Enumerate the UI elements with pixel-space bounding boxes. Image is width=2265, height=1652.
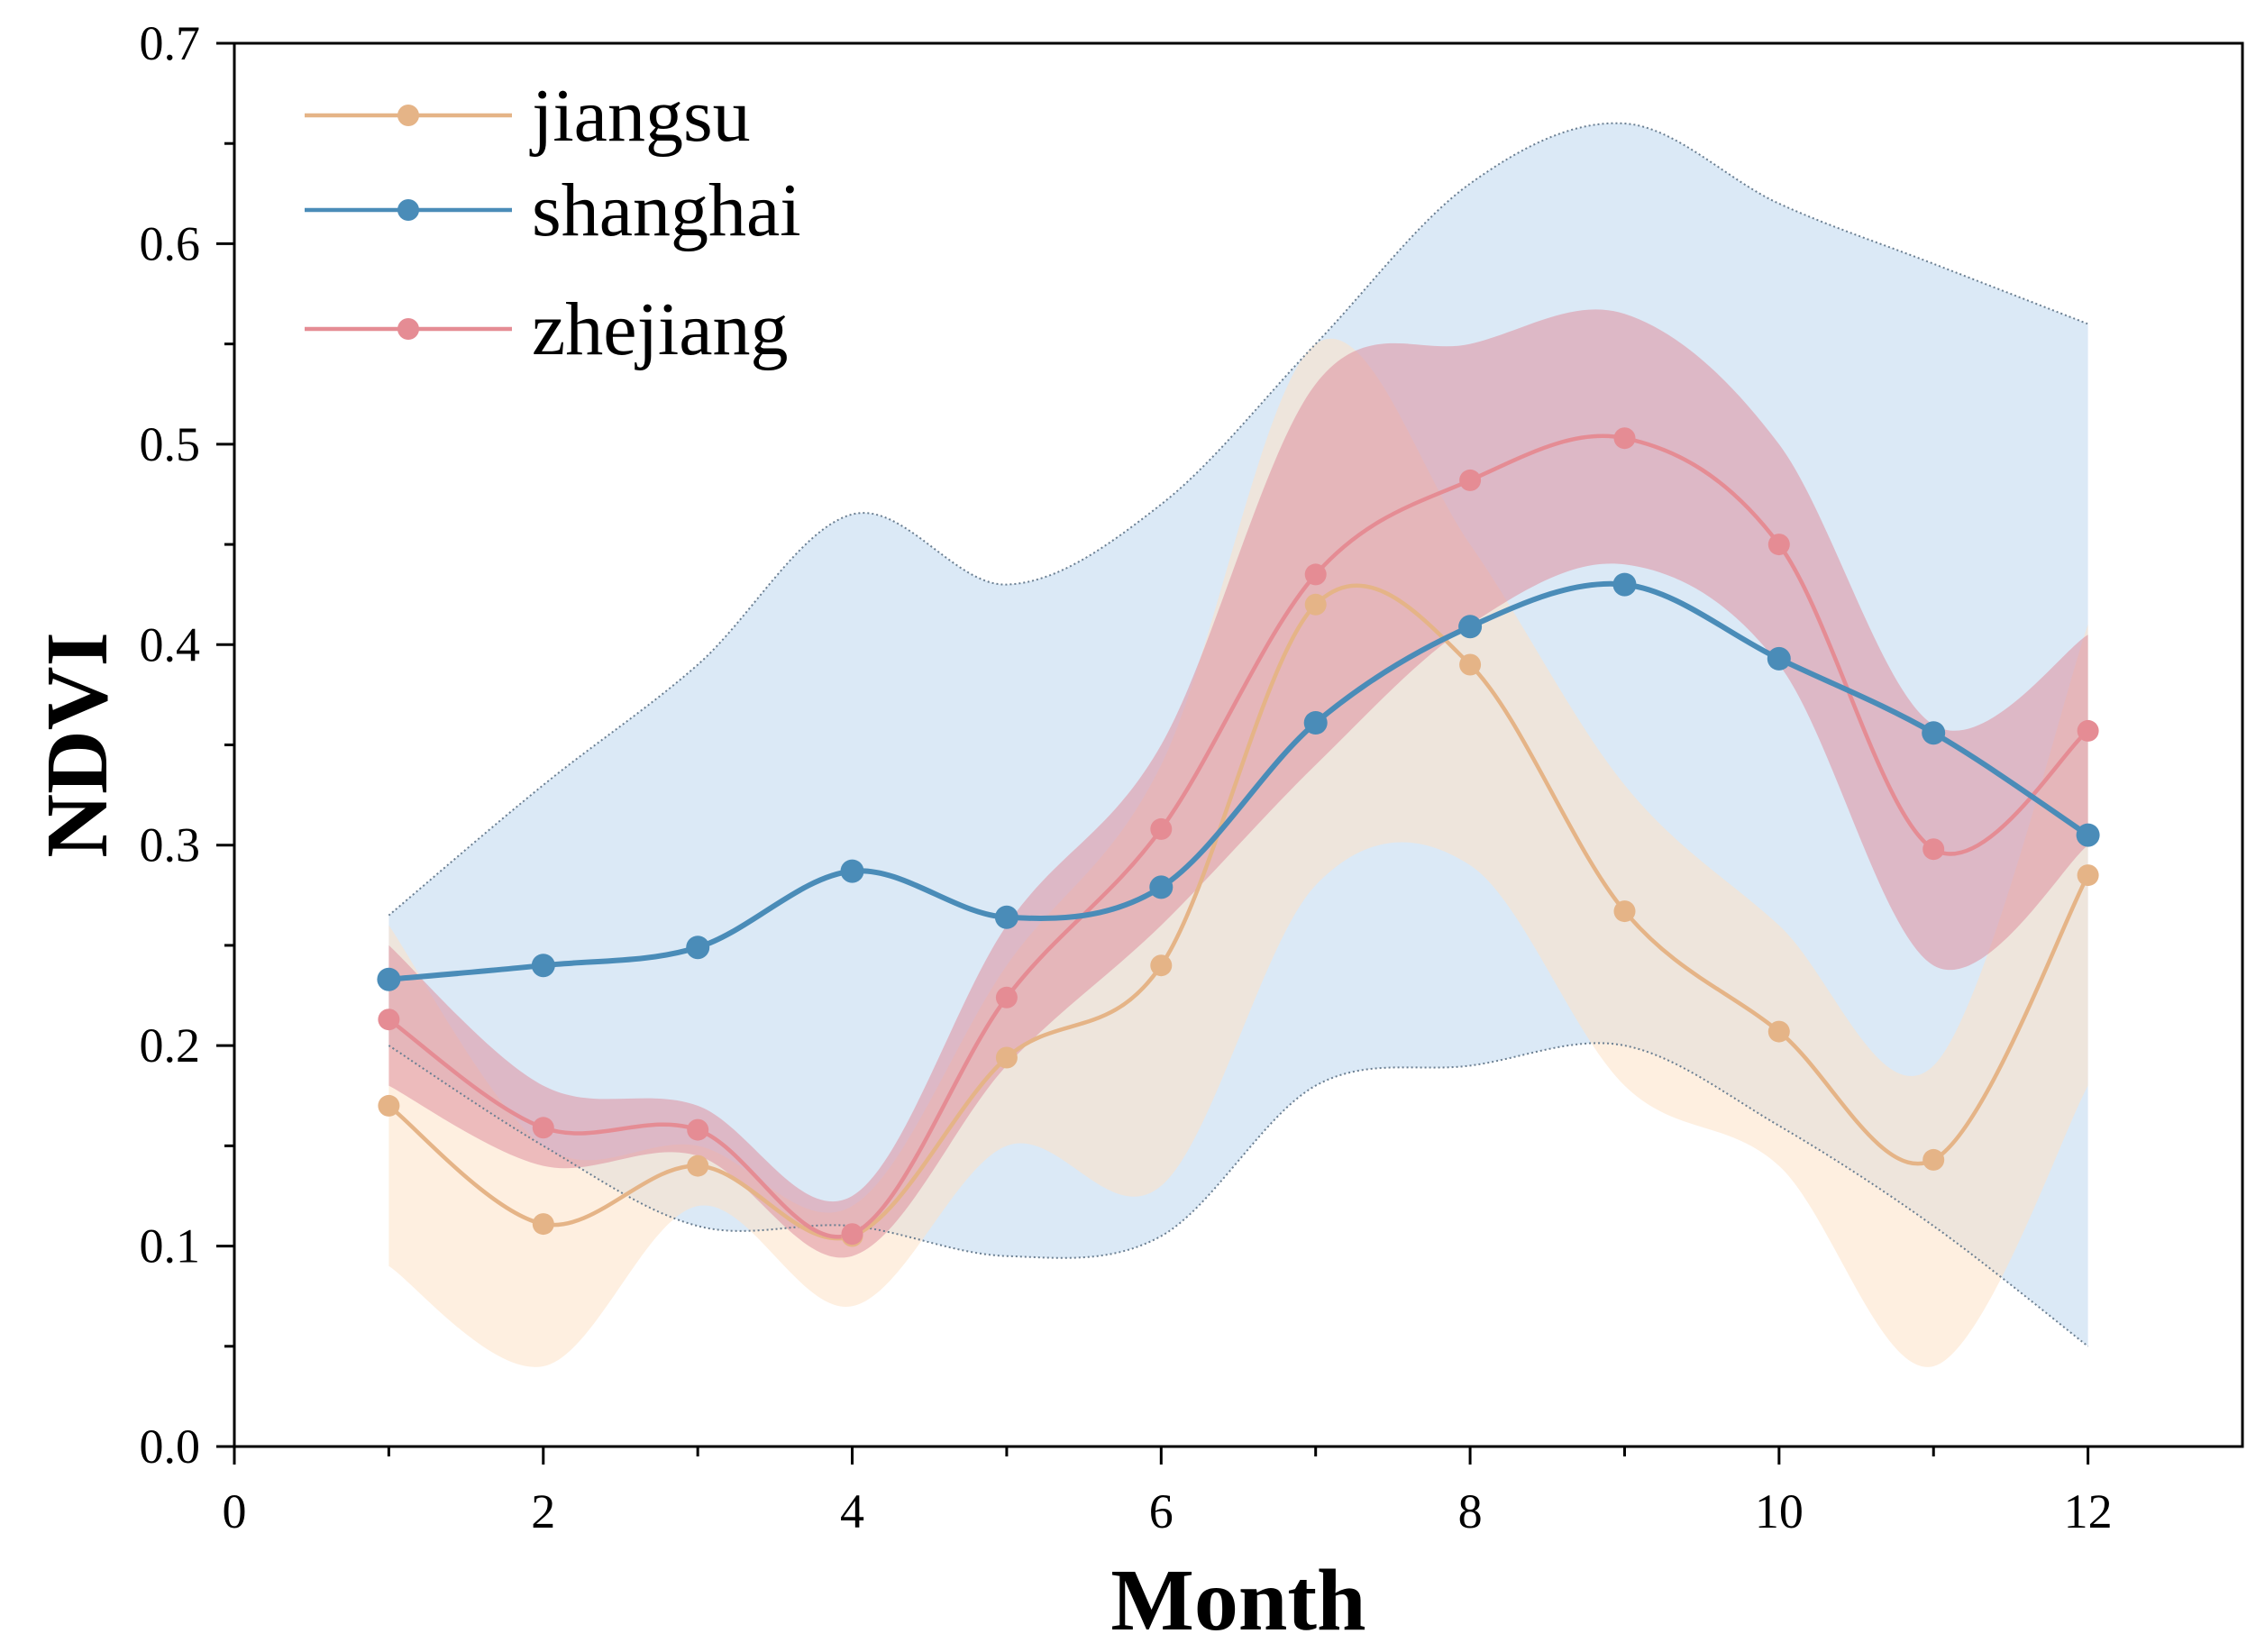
series-points (377, 427, 2100, 1247)
x-axis-ticks: 0 2 4 6 8 10 12 (223, 1447, 2113, 1538)
shanghai-band-lower-edge (388, 1042, 2089, 1347)
x-tick-label: 8 (1458, 1484, 1483, 1538)
shanghai-point-11 (1922, 721, 1946, 745)
zhejiang-point-2 (532, 1117, 554, 1139)
jiangsu-point-5 (995, 1046, 1018, 1069)
zhejiang-point-5 (995, 986, 1018, 1009)
zhejiang-point-9 (1613, 427, 1636, 450)
shanghai-point-5 (994, 905, 1018, 929)
shanghai-point-1 (377, 967, 401, 991)
jiangsu-point-10 (1767, 1020, 1790, 1043)
zhejiang-point-11 (1923, 838, 1945, 861)
y-tick-label: 0.3 (140, 818, 201, 872)
jiangsu-point-2 (532, 1213, 554, 1236)
shanghai-point-3 (686, 936, 710, 960)
legend: jiangsu shanghai zhejiang (305, 74, 801, 371)
y-tick-label: 0.4 (140, 617, 201, 671)
zhejiang-point-10 (1767, 534, 1790, 556)
jiangsu-point-1 (378, 1094, 400, 1117)
y-tick-label: 0.7 (140, 16, 201, 70)
shanghai-point-4 (840, 859, 864, 883)
shanghai-point-10 (1767, 646, 1791, 671)
shanghai-point-7 (1303, 711, 1328, 735)
jiangsu-point-6 (1150, 954, 1173, 977)
jiangsu-legend-label: jiangsu (529, 74, 751, 158)
zhejiang-point-12 (2077, 719, 2099, 742)
shanghai-point-2 (531, 954, 555, 978)
jiangsu-point-3 (687, 1155, 709, 1177)
y-tick-label: 0.2 (140, 1018, 201, 1072)
x-tick-label: 10 (1755, 1484, 1804, 1538)
zhejiang-band (388, 309, 2088, 1258)
jiangsu-point-7 (1304, 593, 1327, 616)
jiangsu-point-8 (1459, 653, 1482, 676)
x-tick-label: 2 (531, 1484, 555, 1538)
jiangsu-legend-marker (397, 105, 419, 126)
x-tick-label: 12 (2064, 1484, 2113, 1538)
x-tick-label: 4 (840, 1484, 864, 1538)
zhejiang-point-7 (1304, 563, 1327, 586)
shanghai-point-6 (1149, 875, 1174, 899)
zhejiang-point-3 (687, 1118, 709, 1141)
x-tick-label: 0 (223, 1484, 247, 1538)
jiangsu-point-11 (1923, 1148, 1945, 1171)
zhejiang-point-8 (1459, 469, 1482, 491)
jiangsu-point-12 (2077, 864, 2099, 887)
zhejiang-point-6 (1150, 817, 1173, 840)
y-tick-label: 0.1 (140, 1219, 201, 1273)
y-tick-label: 0.0 (140, 1419, 201, 1474)
jiangsu-band (388, 338, 2088, 1367)
y-axis-title: NDVI (29, 632, 126, 857)
zhejiang-point-4 (841, 1223, 863, 1246)
shanghai-point-8 (1458, 615, 1483, 639)
zhejiang-point-1 (378, 1009, 400, 1031)
zhejiang-legend-marker (397, 318, 419, 340)
x-axis-title: Month (1110, 1552, 1365, 1649)
zhejiang-legend-label: zhejiang (532, 288, 789, 371)
shanghai-point-12 (2076, 823, 2100, 847)
y-tick-label: 0.6 (140, 216, 201, 270)
shanghai-point-9 (1612, 572, 1637, 597)
x-tick-label: 6 (1149, 1484, 1174, 1538)
shanghai-band-upper-edge (388, 122, 2088, 917)
shanghai-legend-label: shanghai (532, 169, 801, 252)
shanghai-legend-marker (397, 199, 419, 221)
uncertainty-bands (388, 122, 2089, 1367)
jiangsu-point-9 (1613, 900, 1636, 923)
y-axis-ticks: 0.0 0.1 0.2 0.3 0.4 0.5 0.6 0.7 (140, 16, 234, 1474)
y-tick-label: 0.5 (140, 417, 201, 471)
